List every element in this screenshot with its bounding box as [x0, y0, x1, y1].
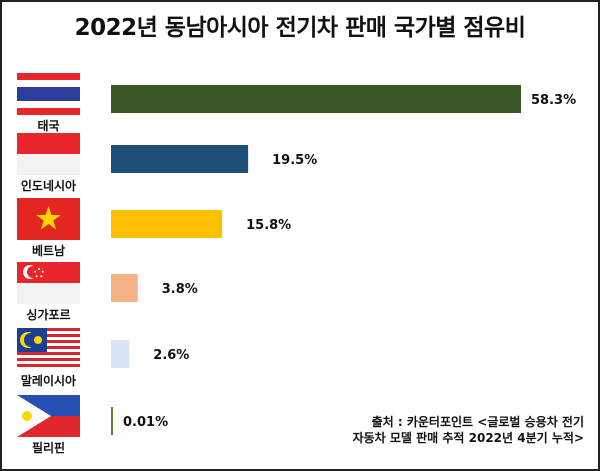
chart-title: 2022년 동남아시아 전기차 판매 국가별 점유비 [74, 15, 526, 41]
flag-stripe [17, 283, 80, 304]
flag-stripe [17, 80, 80, 87]
flag-stripe [17, 331, 80, 334]
flag-stripe [17, 87, 80, 101]
flag-stripe [17, 349, 80, 352]
value-label: 0.01% [123, 415, 168, 430]
bar [111, 145, 249, 173]
sun-icon [34, 336, 42, 344]
star-icon [35, 275, 38, 278]
crescent-icon [24, 333, 38, 347]
star-icon [36, 206, 61, 230]
bar [111, 340, 130, 368]
thailand-flag [17, 73, 80, 115]
source-line-2: 자동차 모델 판매 추적 2022년 4분기 누적> [352, 431, 584, 445]
value-label: 15.8% [246, 218, 291, 233]
bar [111, 407, 113, 435]
value-label: 19.5% [272, 153, 317, 168]
sun-icon [22, 411, 32, 421]
flag-stripe [17, 352, 80, 355]
triangle [17, 395, 51, 437]
malaysia-flag [17, 328, 80, 370]
flag-stripe [17, 133, 80, 154]
flag-stripe [17, 361, 80, 364]
value-label: 3.8% [162, 282, 198, 297]
bar [111, 85, 521, 113]
value-label: 2.6% [153, 348, 189, 363]
flag-stripe [17, 340, 80, 343]
flag-stripe [17, 154, 80, 175]
flag-stripe [17, 101, 80, 108]
category-label: 베트남 [32, 243, 65, 258]
flag-stripe [17, 337, 80, 340]
flag-stripe [17, 355, 80, 358]
singapore-flag [17, 262, 80, 304]
category-label: 싱가포르 [26, 307, 70, 322]
category-label: 말레이시아 [21, 373, 76, 388]
source-line-1: 출처 : 카운터포인트 <글로벌 승용차 전기 [371, 415, 584, 429]
vietnam-flag [17, 198, 80, 240]
source-note: 출처 : 카운터포인트 <글로벌 승용차 전기 자동차 모델 판매 추적 202… [353, 414, 584, 446]
bar [111, 274, 138, 302]
star-icon [34, 270, 37, 273]
bar [111, 210, 223, 238]
indonesia-flag [17, 133, 80, 175]
star-icon [41, 270, 44, 273]
crescent-icon [27, 266, 39, 278]
category-label: 필리핀 [32, 440, 65, 455]
flag-stripe [17, 328, 80, 331]
star-icon [38, 268, 40, 270]
value-label: 58.3% [531, 93, 576, 108]
category-label: 인도네시아 [21, 178, 76, 193]
flag-stripe [17, 367, 80, 370]
flag-stripe [17, 346, 80, 349]
flag-stripe [17, 343, 80, 346]
flag-stripe [17, 73, 80, 80]
flag-stripe [17, 358, 80, 361]
category-label: 태국 [37, 118, 59, 133]
philippines-flag [17, 395, 80, 437]
flag-stripe [17, 364, 80, 367]
flag-stripe [17, 334, 80, 337]
star-icon [40, 275, 43, 278]
flag-stripe [17, 108, 80, 115]
